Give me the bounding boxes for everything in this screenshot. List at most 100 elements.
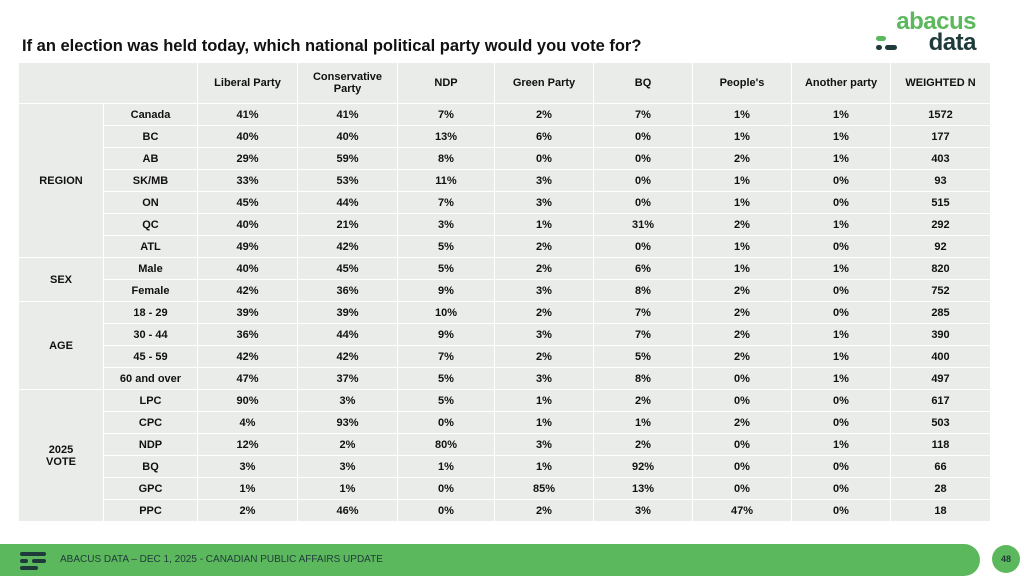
cell: 59% [297,147,398,170]
cell: 2% [692,213,792,236]
cell: 80% [397,433,495,456]
cell: 3% [297,389,398,412]
cell: 2% [692,411,792,434]
cell: 7% [593,103,693,126]
cell: 41% [197,103,298,126]
cell: 1% [494,389,594,412]
cell: 1% [791,147,891,170]
cell: 1% [593,411,693,434]
cell: 92 [890,235,991,258]
cell: 2% [494,235,594,258]
row-label: CPC [103,411,198,434]
cell: 617 [890,389,991,412]
cell: 45% [197,191,298,214]
cell: 0% [791,279,891,302]
results-table: Liberal Party Conservative Party NDP Green … [18,62,991,522]
cell: 40% [197,257,298,280]
data-row: 30 - 44 36% 44% 9% 3% 7% 2% 1% 390 [19,323,991,346]
cell: 85% [494,477,594,500]
column-header: Another party [791,62,891,104]
cell: 1% [791,323,891,346]
cell: 36% [197,323,298,346]
cell: 400 [890,345,991,368]
cell: 0% [692,455,792,478]
cell: 1% [692,103,792,126]
cell: 1% [692,169,792,192]
logo: abacus data [876,8,977,58]
row-label: PPC [103,499,198,522]
cell: 1% [692,257,792,280]
cell: 497 [890,367,991,390]
cell: 8% [593,367,693,390]
group-label: REGION [18,103,104,258]
cell: 1% [791,103,891,126]
data-row: AGE 18 - 29 39% 39% 10% 2% 7% 2% 0% 285 [18,301,991,390]
cell: 12% [197,433,298,456]
cell: 118 [890,433,991,456]
cell: 42% [297,345,398,368]
cell: 37% [297,367,398,390]
cell: 1% [297,477,398,500]
column-header: Green Party [494,62,594,104]
cell: 0% [791,455,891,478]
cell: 5% [593,345,693,368]
cell: 1572 [890,103,991,126]
cell: 390 [890,323,991,346]
cell: 0% [791,235,891,258]
cell: 46% [297,499,398,522]
row-label: LPC [103,389,198,412]
cell: 5% [397,257,495,280]
cell: 1% [692,125,792,148]
cell: 820 [890,257,991,280]
data-row: SK/MB 33% 53% 11% 3% 0% 1% 0% 93 [19,169,991,192]
cell: 47% [692,499,792,522]
group-label: 2025 VOTE [18,389,104,522]
cell: 0% [397,477,495,500]
data-row: BQ 3% 3% 1% 1% 92% 0% 0% 66 [19,455,991,478]
cell: 0% [593,235,693,258]
row-label: SK/MB [103,169,198,192]
cell: 44% [297,191,398,214]
column-header: WEIGHTED N [890,62,991,104]
cell: 3% [494,323,594,346]
cell: 93% [297,411,398,434]
cell: 2% [297,433,398,456]
cell: 2% [494,257,594,280]
cell: 5% [397,367,495,390]
cell: 5% [397,389,495,412]
cell: 47% [197,367,298,390]
row-label: 30 - 44 [103,323,198,346]
cell: 2% [692,147,792,170]
cell: 1% [791,433,891,456]
cell: 1% [692,191,792,214]
cell: 0% [593,147,693,170]
cell: 503 [890,411,991,434]
data-row: AB 29% 59% 8% 0% 0% 2% 1% 403 [19,147,991,170]
logo-dash [876,45,882,50]
cell: 0% [791,499,891,522]
cell: 3% [397,213,495,236]
cell: 3% [494,169,594,192]
cell: 53% [297,169,398,192]
cell: 7% [593,323,693,346]
data-row: NDP 12% 2% 80% 3% 2% 0% 1% 118 [19,433,991,456]
cell: 40% [197,213,298,236]
cell: 6% [593,257,693,280]
cell: 1% [197,477,298,500]
cell: 1% [791,367,891,390]
cell: 90% [197,389,298,412]
data-row: GPC 1% 1% 0% 85% 13% 0% 0% 28 [19,477,991,500]
row-label: Canada [103,103,198,126]
logo-bottom: data [928,29,977,56]
cell: 11% [397,169,495,192]
cell: 18 [890,499,991,522]
footer-icon [20,552,46,556]
cell: 45% [297,257,398,280]
cell: 2% [692,345,792,368]
cell: 7% [397,103,495,126]
row-label: BQ [103,455,198,478]
cell: 752 [890,279,991,302]
row-label: Male [103,257,198,280]
cell: 28 [890,477,991,500]
cell: 0% [791,389,891,412]
